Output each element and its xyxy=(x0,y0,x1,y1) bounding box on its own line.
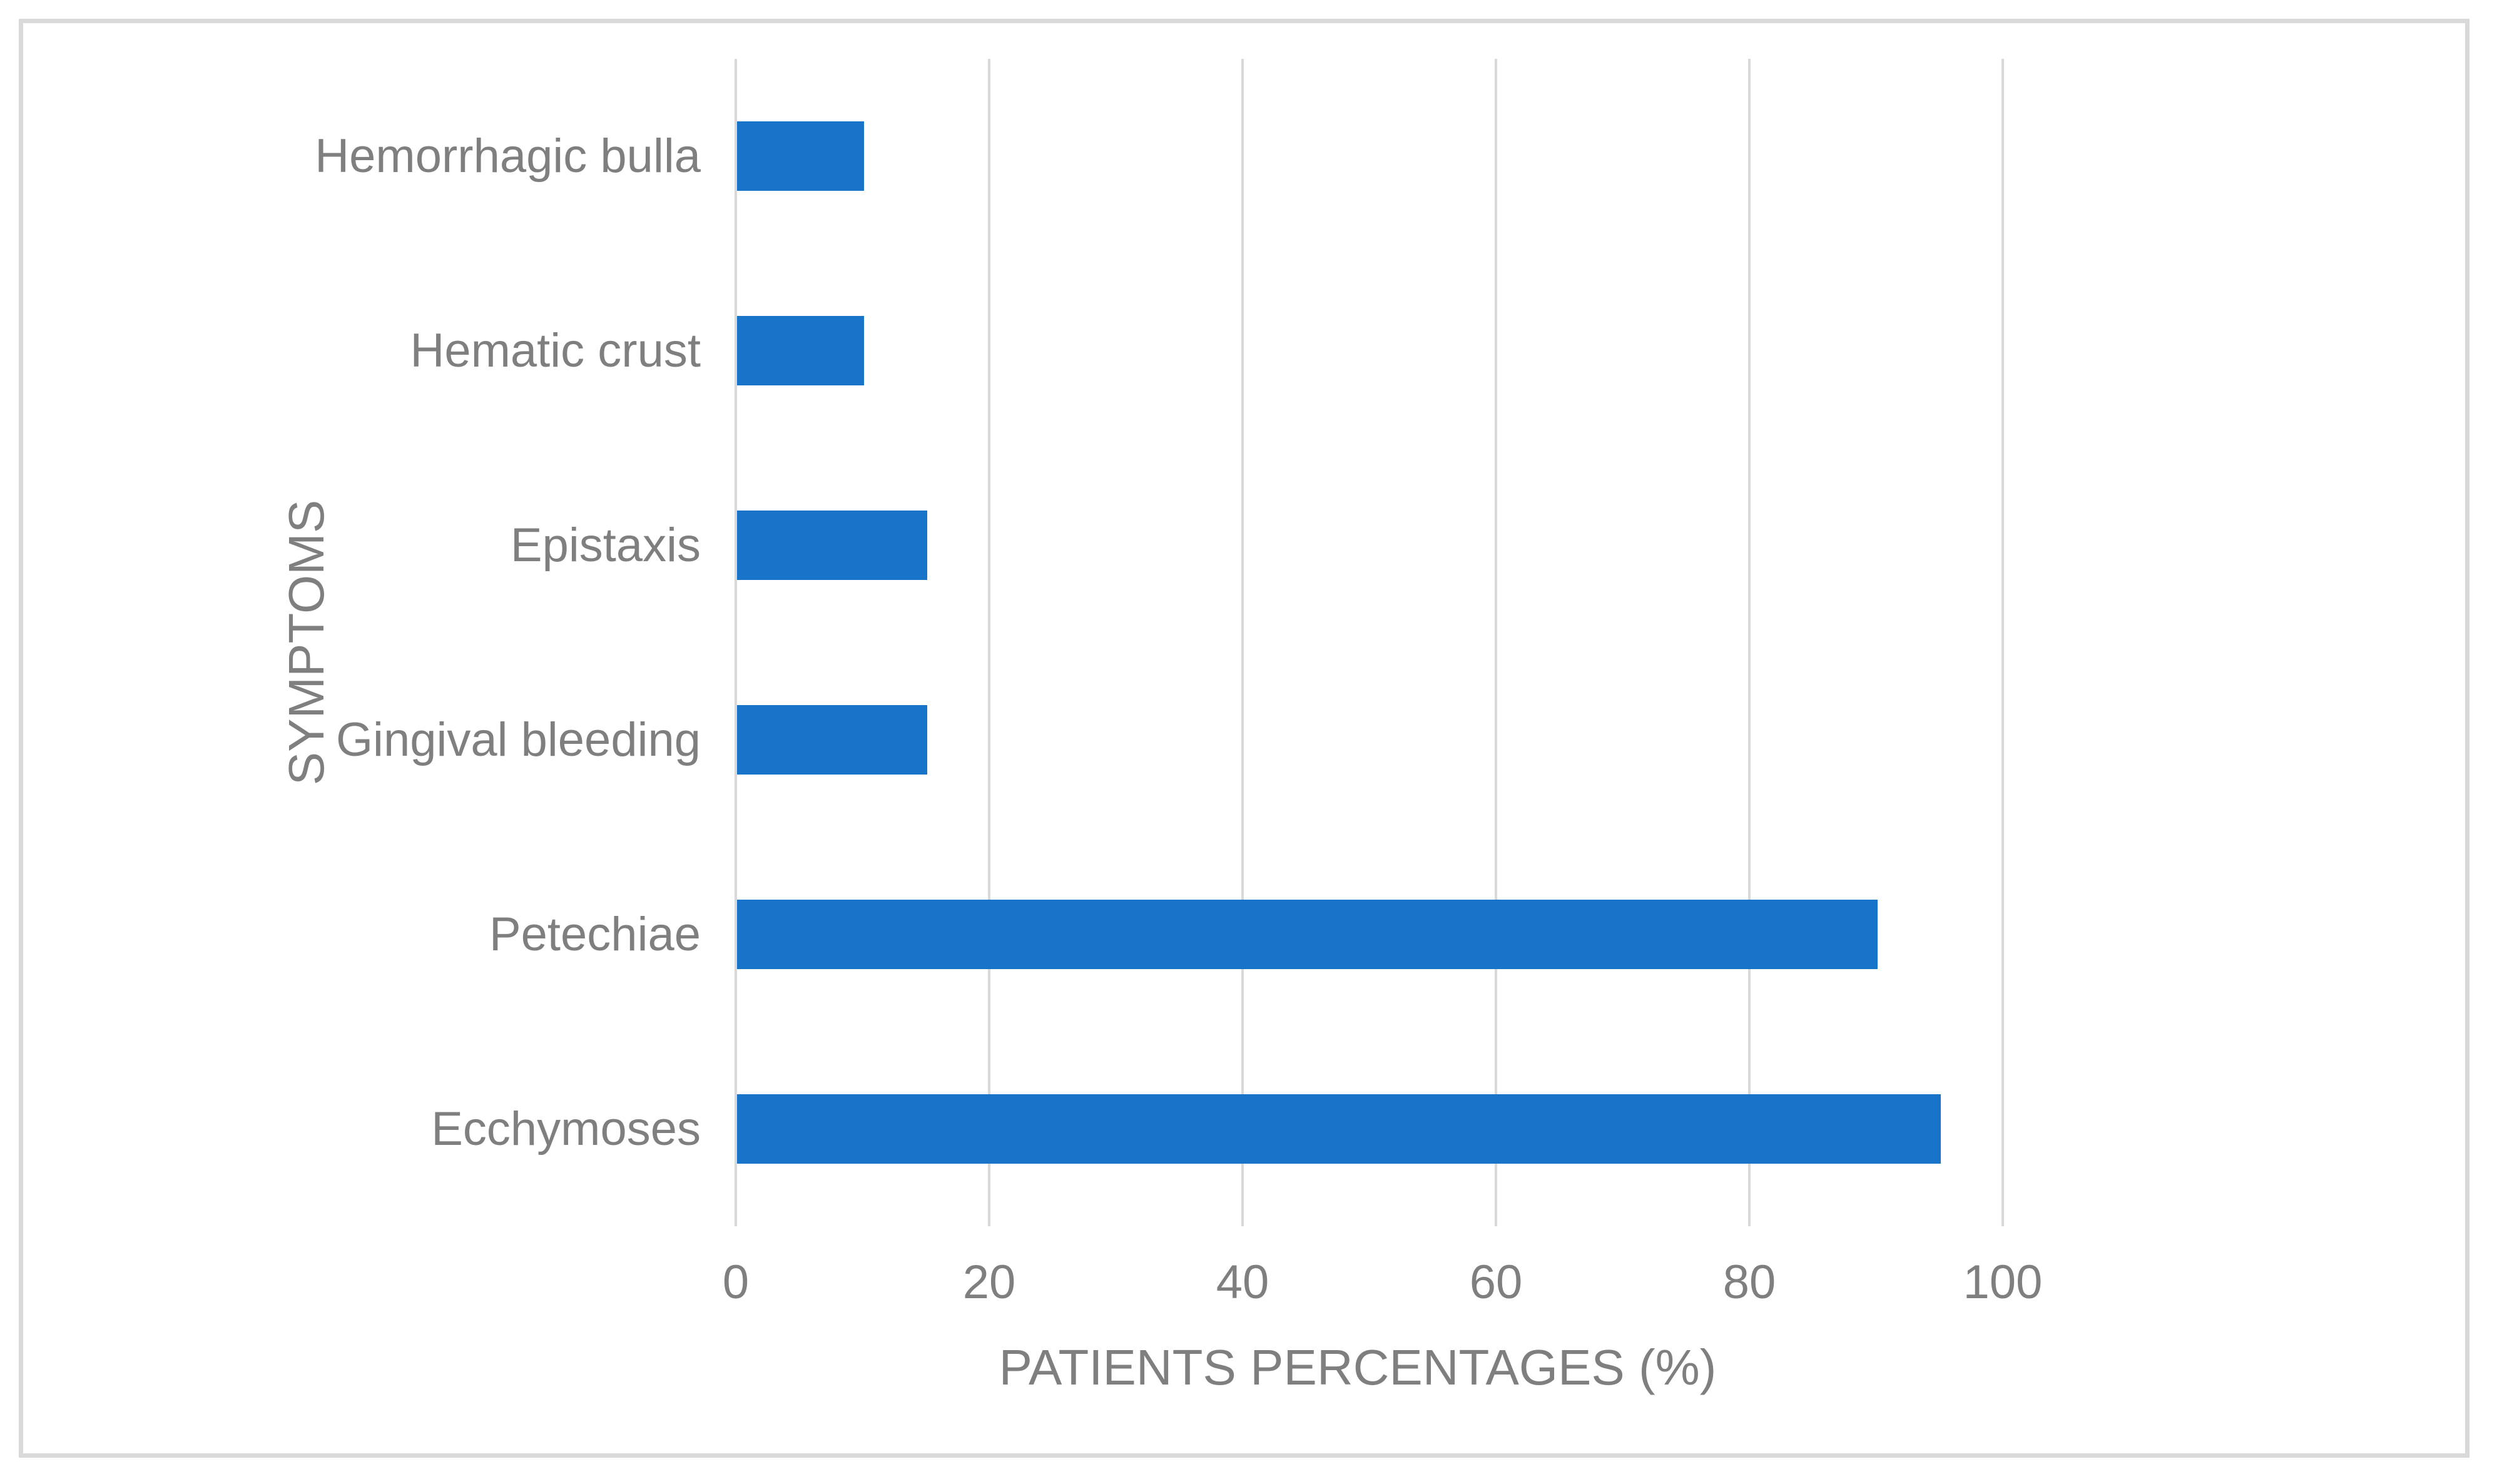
chart-outer-border xyxy=(19,19,2469,1458)
x-tick-label-40: 40 xyxy=(1216,1256,1269,1309)
gridline-x-100 xyxy=(2001,59,2004,1226)
x-tick-label-80: 80 xyxy=(1722,1256,1776,1309)
category-label-ecchymoses: Ecchymoses xyxy=(431,1102,701,1156)
plot-area xyxy=(735,59,2004,1226)
bar-hemorrhagic-bulla xyxy=(737,121,864,191)
x-tick-label-100: 100 xyxy=(1963,1256,2043,1309)
category-label-epistaxis: Epistaxis xyxy=(510,518,701,572)
category-label-gingival-bleeding: Gingival bleeding xyxy=(335,713,701,766)
bar-epistaxis xyxy=(737,511,927,580)
bar-ecchymoses xyxy=(737,1094,1941,1164)
x-tick-label-20: 20 xyxy=(962,1256,1016,1309)
category-label-hematic-crust: Hematic crust xyxy=(410,323,701,377)
bar-hematic-crust xyxy=(737,316,864,385)
bar-petechiae xyxy=(737,900,1878,969)
bar-gingival-bleeding xyxy=(737,705,927,775)
gridline-x-0 xyxy=(735,59,737,1226)
gridline-x-40 xyxy=(1241,59,1244,1226)
gridline-x-80 xyxy=(1748,59,1751,1226)
category-label-hemorrhagic-bulla: Hemorrhagic bulla xyxy=(315,129,701,183)
x-tick-label-0: 0 xyxy=(722,1256,750,1309)
gridline-x-60 xyxy=(1495,59,1497,1226)
x-axis-title: PATIENTS PERCENTAGES (%) xyxy=(999,1339,1717,1395)
category-label-petechiae: Petechiae xyxy=(489,907,701,961)
gridline-x-20 xyxy=(988,59,990,1226)
x-tick-label-60: 60 xyxy=(1469,1256,1523,1309)
